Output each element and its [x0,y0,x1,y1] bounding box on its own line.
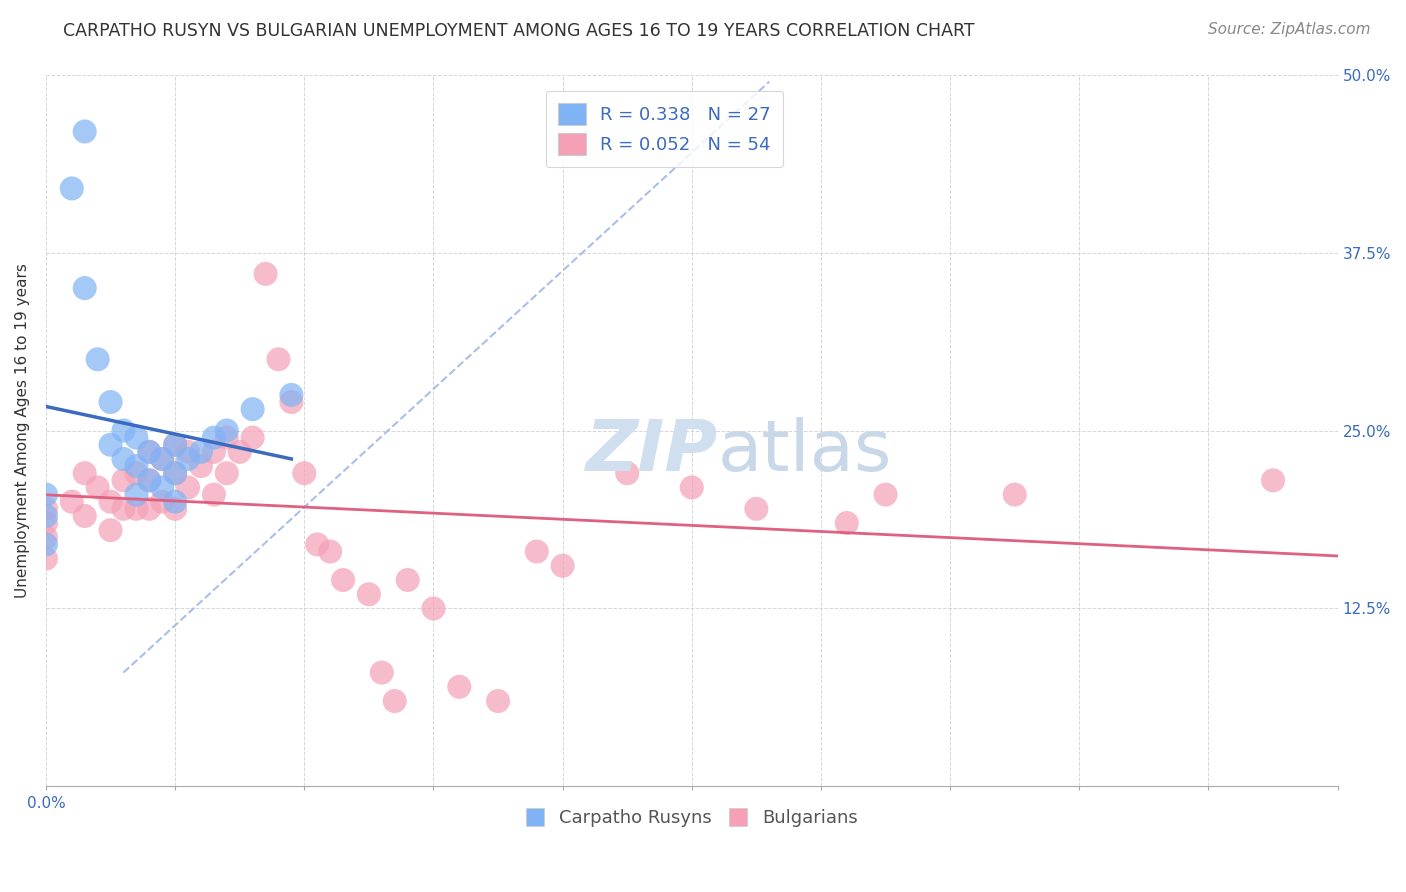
Point [319,544,342,558]
Point [150,452,173,467]
Point [254,267,277,281]
Point [332,573,354,587]
Point [396,573,419,587]
Point [150,494,173,508]
Point [138,473,160,487]
Point [100,395,122,409]
Point [125,459,148,474]
Point [267,352,290,367]
Point [138,501,160,516]
Point [422,601,444,615]
Point [125,487,148,501]
Point [125,501,148,516]
Point [280,388,302,402]
Point [165,494,187,508]
Point [242,431,264,445]
Point [60,494,83,508]
Point [280,395,302,409]
Point [73,124,96,138]
Point [35,537,58,551]
Point [202,445,225,459]
Text: Source: ZipAtlas.com: Source: ZipAtlas.com [1208,22,1371,37]
Point [138,473,160,487]
Point [357,587,380,601]
Point [86,480,108,494]
Point [486,694,509,708]
Point [215,467,238,481]
Text: ZIP: ZIP [585,417,717,486]
Point [681,480,703,494]
Text: atlas: atlas [717,417,891,486]
Point [35,516,58,530]
Point [177,445,200,459]
Point [165,438,187,452]
Point [202,431,225,445]
Point [616,467,638,481]
Point [35,487,58,501]
Point [138,445,160,459]
Point [835,516,858,530]
Point [112,473,135,487]
Point [242,402,264,417]
Point [190,459,212,474]
Point [125,431,148,445]
Point [100,438,122,452]
Point [371,665,394,680]
Point [86,352,108,367]
Point [292,467,315,481]
Point [112,452,135,467]
Y-axis label: Unemployment Among Ages 16 to 19 years: Unemployment Among Ages 16 to 19 years [15,263,30,598]
Point [60,181,83,195]
Point [215,431,238,445]
Point [73,467,96,481]
Point [150,480,173,494]
Point [177,480,200,494]
Point [73,281,96,295]
Point [35,508,58,523]
Point [150,452,173,467]
Point [215,424,238,438]
Point [138,445,160,459]
Point [35,530,58,544]
Point [526,544,548,558]
Point [35,501,58,516]
Point [190,445,212,459]
Point [165,467,187,481]
Point [112,424,135,438]
Point [165,467,187,481]
Point [307,537,329,551]
Point [165,501,187,516]
Point [551,558,574,573]
Point [745,501,768,516]
Point [165,438,187,452]
Point [228,445,250,459]
Point [100,523,122,537]
Point [1261,473,1284,487]
Point [1004,487,1026,501]
Point [35,551,58,566]
Point [73,508,96,523]
Point [112,501,135,516]
Point [202,487,225,501]
Point [875,487,897,501]
Point [449,680,471,694]
Point [125,467,148,481]
Legend: Carpatho Rusyns, Bulgarians: Carpatho Rusyns, Bulgarians [519,802,865,834]
Point [177,452,200,467]
Text: CARPATHO RUSYN VS BULGARIAN UNEMPLOYMENT AMONG AGES 16 TO 19 YEARS CORRELATION C: CARPATHO RUSYN VS BULGARIAN UNEMPLOYMENT… [63,22,974,40]
Point [384,694,406,708]
Point [100,494,122,508]
